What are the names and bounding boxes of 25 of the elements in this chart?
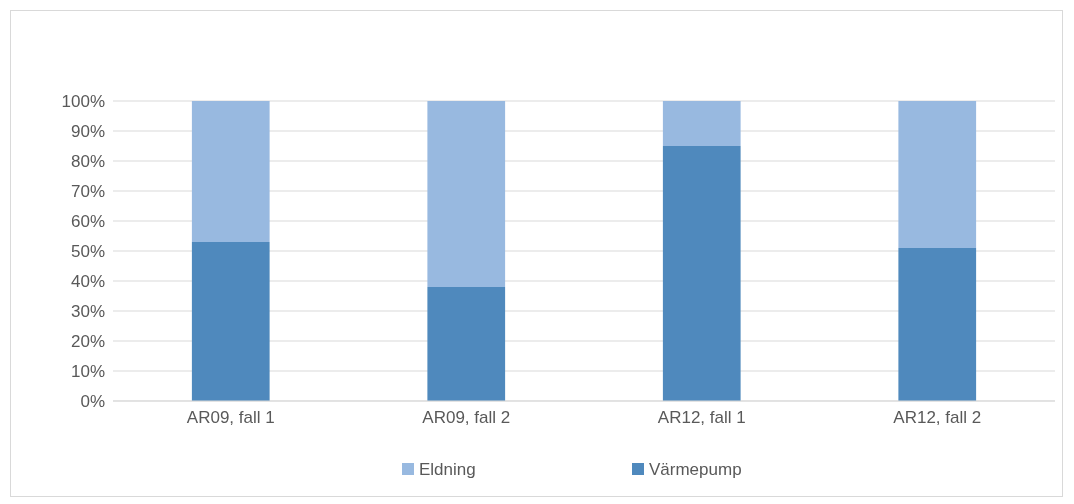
y-tick-label: 100% [61, 91, 105, 111]
y-tick-label: 60% [70, 211, 105, 231]
y-tick-label: 30% [70, 301, 105, 321]
bar [898, 248, 977, 401]
y-tick-label: 80% [70, 151, 105, 171]
bar [662, 101, 741, 146]
y-tick-label: 70% [70, 181, 105, 201]
bar [191, 242, 270, 401]
y-tick-label: 0% [80, 391, 105, 411]
bar [662, 146, 741, 401]
legend-label: Värmepump [649, 459, 742, 479]
y-tick-label: 90% [70, 121, 105, 141]
x-tick-label: AR12, fall 1 [657, 408, 746, 428]
y-tick-label: 20% [70, 331, 105, 351]
y-tick-label: 10% [70, 361, 105, 381]
legend-label: Eldning [419, 459, 476, 479]
x-tick-label: AR09, fall 1 [186, 408, 275, 428]
y-tick-label: 40% [70, 271, 105, 291]
bar [898, 101, 977, 248]
y-tick-label: 50% [70, 241, 105, 261]
bar [427, 287, 506, 401]
x-tick-label: AR09, fall 2 [422, 408, 511, 428]
bar [191, 101, 270, 242]
x-tick-label: AR12, fall 2 [893, 408, 982, 428]
bar [427, 101, 506, 287]
